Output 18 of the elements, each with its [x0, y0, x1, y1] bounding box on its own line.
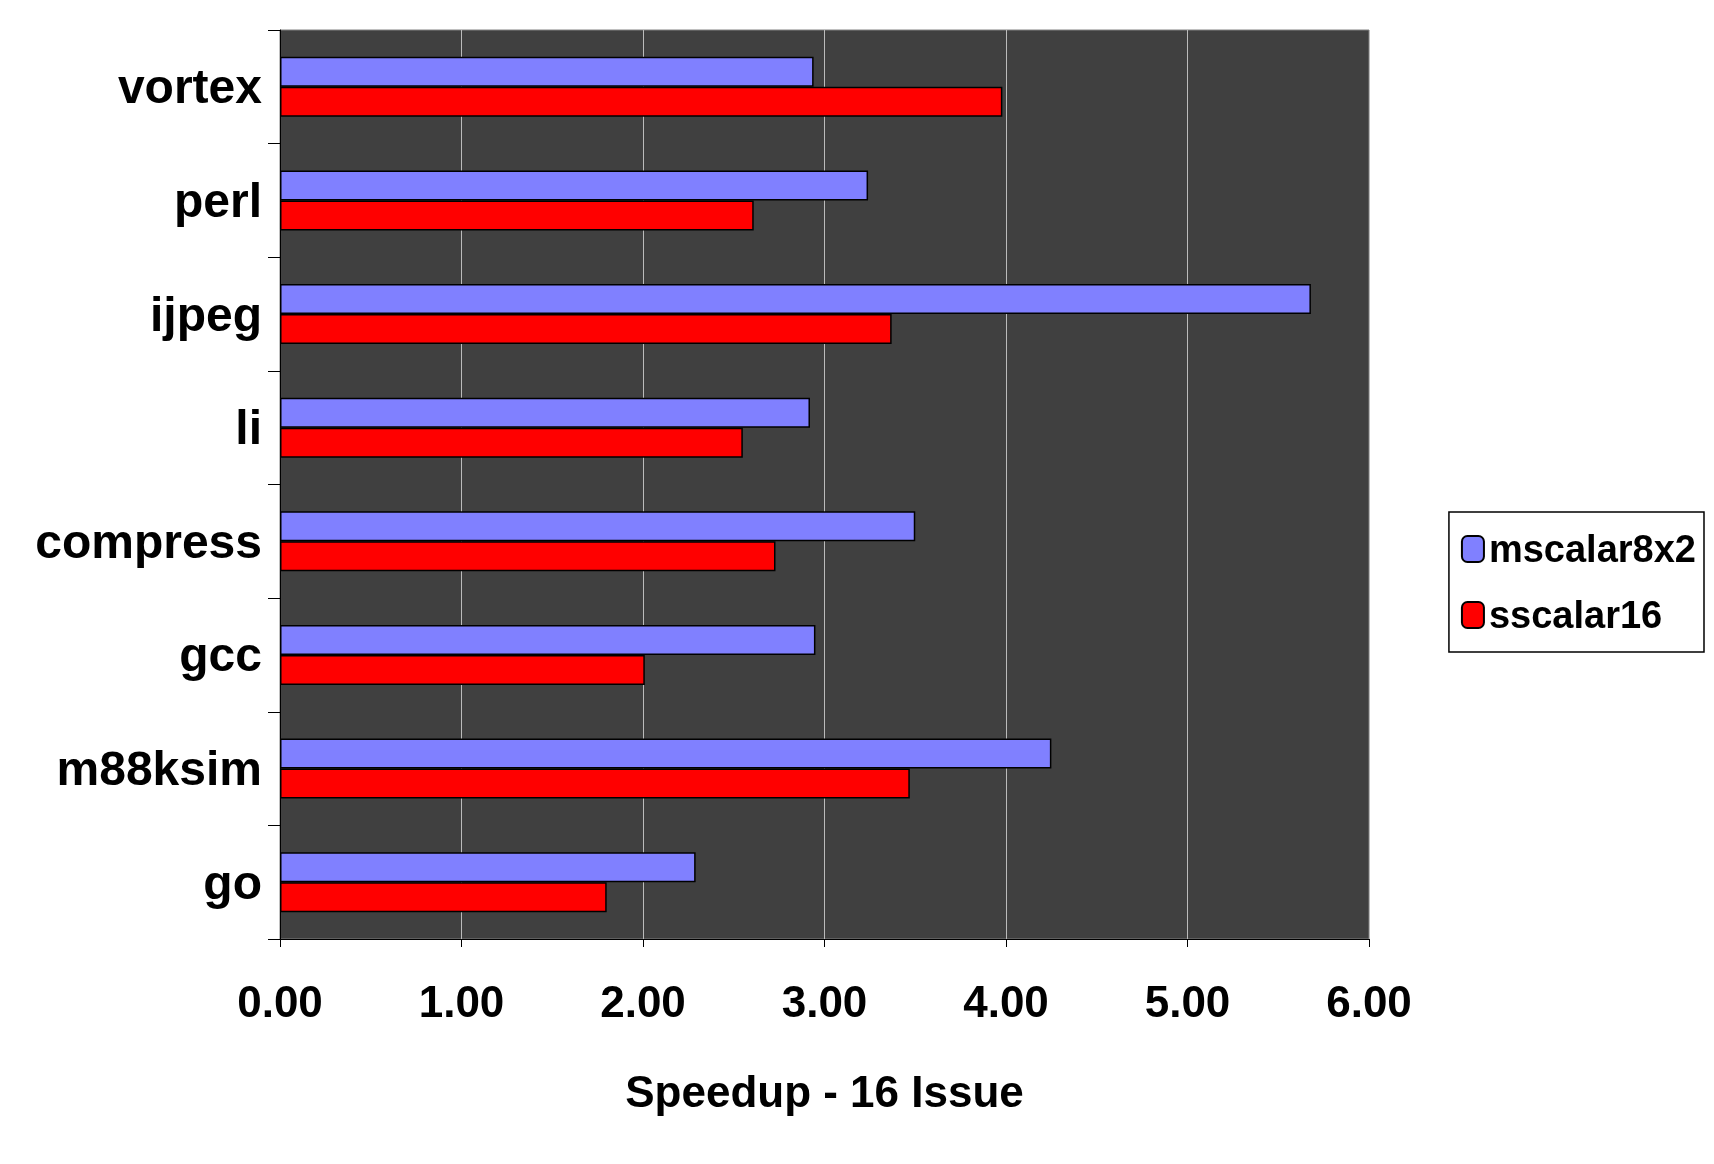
y-tick-label: perl — [173, 173, 262, 227]
y-tick-label: m88ksim — [56, 742, 262, 796]
y-tick-label: li — [235, 401, 262, 455]
y-tick-label: gcc — [179, 628, 262, 682]
x-axis-title: Speedup - 16 Issue — [625, 1066, 1024, 1116]
x-tick-label: 5.00 — [1144, 976, 1231, 1026]
x-tick-label: 0.00 — [237, 976, 323, 1026]
legend-label: mscalar8x2 — [1488, 528, 1697, 570]
legend-label: sscalar16 — [1488, 594, 1663, 636]
x-tick-label: 2.00 — [600, 976, 686, 1026]
x-tick-label: 1.00 — [418, 976, 505, 1026]
x-tick-label: 6.00 — [1326, 976, 1412, 1026]
y-tick-label: go — [203, 855, 262, 909]
x-tick-label: 4.00 — [963, 976, 1049, 1026]
y-tick-label: ijpeg — [149, 287, 262, 341]
y-tick-label: compress — [35, 514, 262, 568]
y-tick-label: vortex — [117, 60, 263, 114]
x-tick-label: 3.00 — [781, 976, 868, 1026]
